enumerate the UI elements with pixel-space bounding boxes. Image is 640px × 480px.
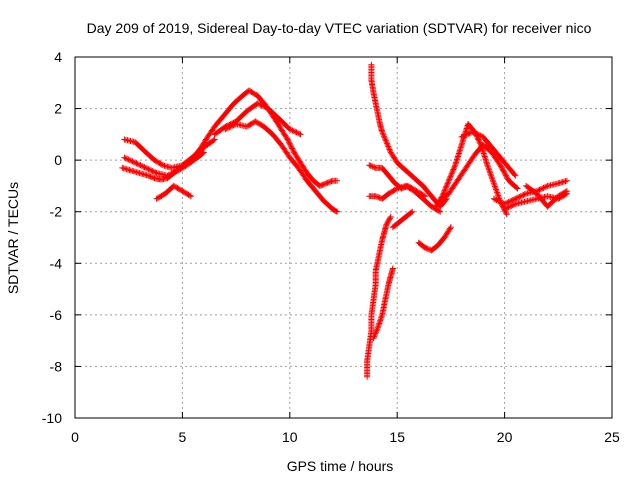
axis-ticks <box>74 56 613 419</box>
data-marker-trace <box>222 118 341 215</box>
series-track-f <box>222 118 341 215</box>
y-tick-label: 0 <box>54 152 62 168</box>
series-track-c <box>121 136 218 171</box>
series-track-o <box>437 141 521 205</box>
x-tick-label: 5 <box>179 429 187 445</box>
y-tick-label: -8 <box>50 358 63 374</box>
series-track-m <box>415 224 454 254</box>
data-marker-trace <box>523 182 570 210</box>
chart-title: Day 209 of 2019, Sidereal Day-to-day VTE… <box>87 20 592 36</box>
data-marker-trace <box>389 208 416 231</box>
data-marker-trace <box>368 61 450 210</box>
data-marker-trace <box>121 149 207 179</box>
y-axis-label: SDTVAR / TECUs <box>5 182 21 294</box>
data-marker-trace <box>153 182 194 202</box>
x-tick-label: 10 <box>282 429 298 445</box>
x-axis-label: GPS time / hours <box>287 458 394 474</box>
series-track-d <box>153 182 194 202</box>
series-track-s <box>523 182 570 210</box>
x-tick-label: 0 <box>71 429 79 445</box>
y-tick-label: -4 <box>50 255 63 271</box>
tick-labels: 0 5 10 15 20 25 -10 -8 -6 -4 -2 0 2 4 <box>42 49 620 445</box>
data-marker-trace <box>437 141 521 205</box>
x-tick-label: 20 <box>497 429 513 445</box>
x-tick-label: 15 <box>389 429 405 445</box>
y-tick-label: -2 <box>50 204 63 220</box>
y-tick-label: -6 <box>50 307 63 323</box>
series-track-i <box>368 61 450 210</box>
data-marker-trace <box>364 213 394 380</box>
series-track-p <box>458 128 519 179</box>
x-tick-label: 25 <box>604 429 620 445</box>
series-track-b <box>121 149 207 179</box>
data-marker-trace <box>458 128 519 179</box>
grid-lines <box>75 57 612 418</box>
series-track-h <box>370 265 396 342</box>
series-track-l <box>389 208 416 231</box>
y-tick-label: -10 <box>42 410 62 426</box>
y-tick-label: 2 <box>54 101 62 117</box>
series-track-k <box>366 162 429 200</box>
data-marker-trace <box>121 136 218 171</box>
data-marker-trace <box>415 224 454 254</box>
data-points <box>119 61 570 380</box>
y-tick-label: 4 <box>54 49 62 65</box>
data-marker-trace <box>366 162 429 200</box>
series-track-g <box>364 213 394 380</box>
data-marker-trace <box>370 265 396 342</box>
plot-frame <box>74 56 613 419</box>
